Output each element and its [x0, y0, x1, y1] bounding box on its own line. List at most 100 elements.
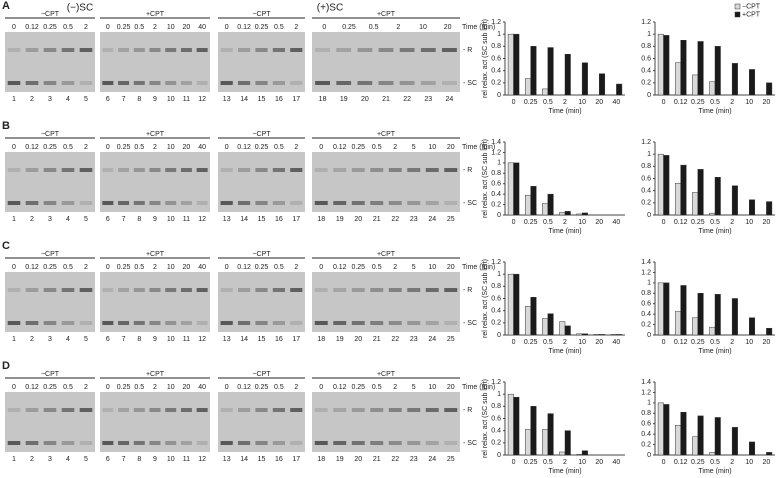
lane-number: 23: [410, 336, 418, 343]
lane-number: 9: [153, 216, 157, 223]
bar: [524, 78, 531, 96]
bar: [513, 162, 520, 216]
x-tick-label: 10: [745, 99, 753, 106]
gel-band-sc: [407, 321, 421, 325]
y-tick-label: 1.4: [641, 379, 651, 386]
gel-band-r: [314, 168, 328, 172]
y-tick-label: 0.8: [491, 283, 501, 290]
gel-band-sc: [165, 81, 177, 85]
band-label-sc: - SC: [463, 440, 477, 447]
gel-band-sc: [61, 201, 75, 205]
lane-number: 10: [167, 216, 175, 223]
bar: [524, 194, 531, 216]
time-label: 2: [294, 264, 298, 271]
y-tick-label: 0.6: [641, 175, 651, 182]
y-tick-label: 0: [497, 212, 501, 219]
y-tick-label: 0.8: [641, 163, 651, 170]
bar: [542, 318, 549, 336]
gel-band-sc: [196, 81, 208, 85]
x-tick-label: 0.25: [524, 99, 538, 106]
y-tick-label: 0: [497, 452, 501, 459]
x-axis-label: Time (min): [548, 468, 581, 475]
gel-band-r: [180, 288, 192, 292]
gel-band-r: [272, 48, 285, 52]
time-label: 0.25: [43, 144, 57, 151]
time-label: 0: [225, 264, 229, 271]
time-label: 2: [84, 264, 88, 271]
lane-number: 2: [30, 336, 34, 343]
gel-band-sc: [290, 201, 303, 205]
x-tick-label: 0.12: [674, 459, 688, 466]
time-label: 0.5: [369, 24, 379, 31]
gel-band-r: [220, 288, 233, 292]
gel-title: +CPT: [146, 11, 165, 18]
gel-band-sc: [61, 81, 75, 85]
time-label: 0.5: [134, 144, 144, 151]
gel-title: +CPT: [377, 371, 396, 378]
bar: [766, 327, 773, 336]
lane-number: 3: [48, 456, 52, 463]
bar: [564, 53, 571, 96]
time-label: 0.5: [372, 144, 382, 151]
lane-number: 20: [354, 336, 362, 343]
gel-band-sc: [220, 201, 233, 205]
header-left: (−)SC: [67, 3, 93, 14]
gel-band-r: [336, 48, 352, 52]
lane-number: 22: [391, 456, 399, 463]
y-tick-label: 1: [497, 160, 501, 167]
time-label: 0: [12, 384, 16, 391]
gel-band-sc: [425, 441, 439, 445]
band-label-r: - R: [463, 47, 472, 54]
time-label: 0.5: [134, 384, 144, 391]
gel-band-r: [314, 288, 328, 292]
gel-band-r: [149, 168, 161, 172]
gel-band-r: [255, 288, 268, 292]
y-tick-label: 1.2: [641, 389, 651, 396]
gel-band-r: [388, 288, 402, 292]
bar: [663, 404, 670, 456]
lane-number: 7: [122, 96, 126, 103]
lane-number: 3: [48, 336, 52, 343]
lane-number: 20: [354, 456, 362, 463]
bar: [542, 88, 549, 96]
y-tick-label: 1: [497, 31, 501, 38]
gel-title: +CPT: [146, 131, 165, 138]
time-axis-label: Time (min): [462, 144, 495, 151]
time-label: 0.5: [134, 24, 144, 31]
x-tick-label: 10: [578, 459, 586, 466]
time-label: 0: [225, 384, 229, 391]
bar: [674, 183, 681, 216]
gel-band-r: [25, 48, 39, 52]
lane-number: 19: [336, 336, 344, 343]
lane-number: 25: [447, 336, 455, 343]
gel-band-r: [7, 48, 21, 52]
gel-band-r: [420, 48, 436, 52]
time-label: 0.12: [25, 264, 39, 271]
bar: [559, 212, 566, 216]
lane-number: 2: [30, 216, 34, 223]
gel-band-sc: [370, 321, 384, 325]
x-tick-label: 20: [595, 339, 603, 346]
lane-number: 25: [447, 216, 455, 223]
y-tick-label: 1: [647, 151, 651, 158]
bar: [576, 213, 583, 216]
gel-band-r: [102, 408, 114, 412]
lane-number: 8: [137, 96, 141, 103]
lane-number: 6: [106, 96, 110, 103]
y-tick-label: 0.8: [491, 170, 501, 177]
bar: [576, 333, 583, 336]
lane-number: 20: [361, 96, 369, 103]
lane-number: 8: [137, 216, 141, 223]
x-tick-label: 2: [730, 219, 734, 226]
x-tick-label: 40: [613, 339, 621, 346]
bar: [766, 201, 773, 216]
gel-band-r: [196, 168, 208, 172]
lane-number: 13: [223, 456, 231, 463]
gel-band-r: [314, 408, 328, 412]
gel-title: −CPT: [41, 131, 60, 138]
bar: [599, 73, 606, 96]
gel-band-r: [133, 288, 145, 292]
bar: [674, 62, 681, 96]
bar: [731, 427, 738, 456]
legend-label: +CPT: [742, 11, 761, 18]
